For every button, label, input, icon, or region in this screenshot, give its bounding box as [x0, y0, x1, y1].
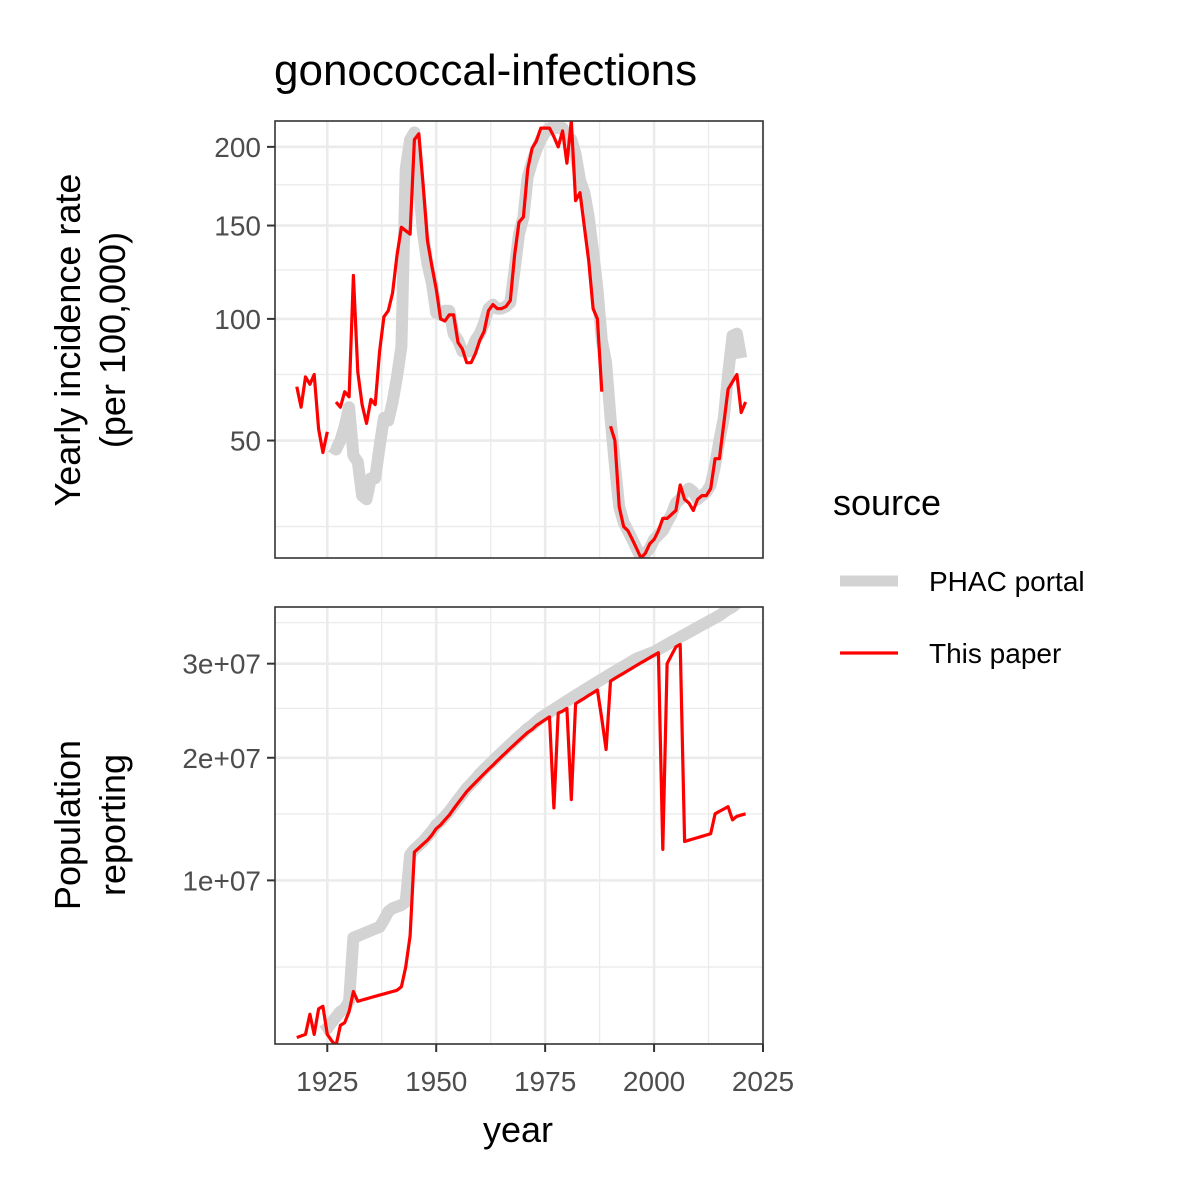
legend: source PHAC portal This paper — [833, 482, 1085, 669]
x-tick-label: 1975 — [514, 1066, 576, 1097]
series-line-this-paper — [608, 372, 748, 558]
panel-top-series — [295, 121, 748, 558]
series-layer — [295, 121, 748, 1044]
x-tick-label: 1925 — [296, 1066, 358, 1097]
y-tick-label: 200 — [214, 132, 261, 163]
y-axis-title-top: Yearly incidence rate — [47, 174, 88, 507]
series-line-this-paper — [296, 642, 747, 1044]
y-tick-label: 1e+07 — [182, 865, 261, 896]
panel-bottom-series — [296, 607, 747, 1044]
x-tick-label: 2000 — [623, 1066, 685, 1097]
y-tick-label: 3e+07 — [182, 649, 261, 680]
series-line-phac-portal — [319, 607, 742, 1037]
series-line-phac-portal — [328, 122, 748, 558]
legend-title: source — [833, 482, 941, 523]
legend-label-this-paper: This paper — [929, 638, 1061, 669]
series-line-this-paper — [334, 121, 604, 425]
y-tick-label: 50 — [230, 426, 261, 457]
y-tick-label: 2e+07 — [182, 743, 261, 774]
panel-border-bottom — [274, 606, 764, 1045]
axes-layer: 50 100 150 200 Yearly incidence rate (per 100… — [47, 132, 794, 1097]
y-tick-label: 100 — [214, 304, 261, 335]
series-line-this-paper — [295, 372, 329, 455]
y-axis-title-bottom: reporting — [92, 754, 133, 896]
legend-label-phac-portal: PHAC portal — [929, 566, 1085, 597]
y-axis-title-top: (per 100,000) — [92, 232, 133, 448]
x-tick-label: 1950 — [405, 1066, 467, 1097]
chart-title: gonococcal-infections — [274, 46, 697, 95]
x-axis-title: year — [483, 1109, 553, 1150]
panel-border-top — [274, 120, 764, 559]
x-tick-label: 2025 — [732, 1066, 794, 1097]
y-tick-label: 150 — [214, 211, 261, 242]
frame-layer — [274, 120, 764, 1045]
y-axis-title-bottom: Population — [47, 740, 88, 910]
